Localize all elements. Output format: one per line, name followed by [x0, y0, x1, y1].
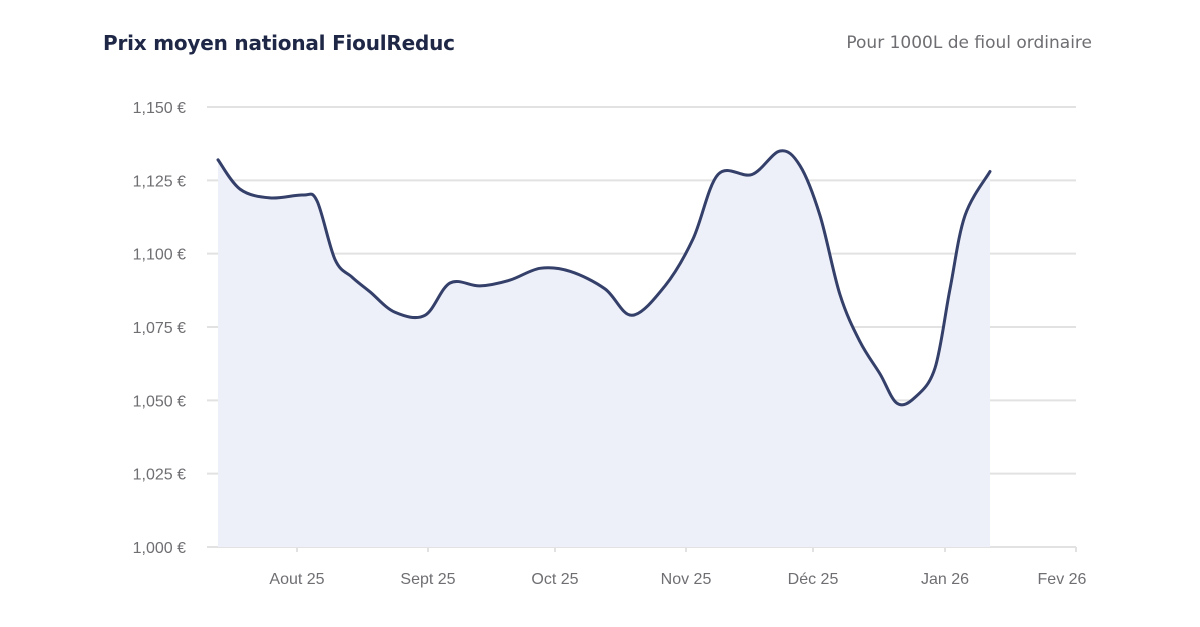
- x-tick-label: Jan 26: [921, 571, 969, 588]
- y-tick-label: 1,125 €: [133, 173, 186, 190]
- x-tick-label: Déc 25: [788, 571, 839, 588]
- x-axis: Aout 25 Sept 25 Oct 25 Nov 25 Déc 25 Jan 26 Fe…: [269, 547, 1087, 588]
- x-tick-label: Sept 25: [400, 571, 455, 588]
- y-tick-label: 1,000 €: [133, 540, 186, 557]
- chart-title: Prix moyen national FioulReduc: [103, 31, 455, 55]
- price-line[interactable]: [216, 149, 992, 407]
- price-area: [218, 150, 990, 547]
- y-tick-label: 1,100 €: [133, 247, 186, 264]
- x-tick-label: Nov 25: [661, 571, 712, 588]
- x-tick-label: Oct 25: [531, 571, 578, 588]
- y-tick-label: 1,150 €: [133, 100, 186, 117]
- x-tick-label: Aout 25: [269, 571, 324, 588]
- x-tick-label: Fev 26: [1038, 571, 1087, 588]
- chart-subtitle: Pour 1000L de fioul ordinaire: [846, 33, 1092, 53]
- y-tick-label: 1,025 €: [133, 467, 186, 484]
- y-tick-label: 1,075 €: [133, 320, 186, 337]
- y-axis: 1,000 € 1,025 € 1,050 € 1,075 € 1,100 € 1,125…: [133, 100, 186, 557]
- y-tick-label: 1,050 €: [133, 393, 186, 410]
